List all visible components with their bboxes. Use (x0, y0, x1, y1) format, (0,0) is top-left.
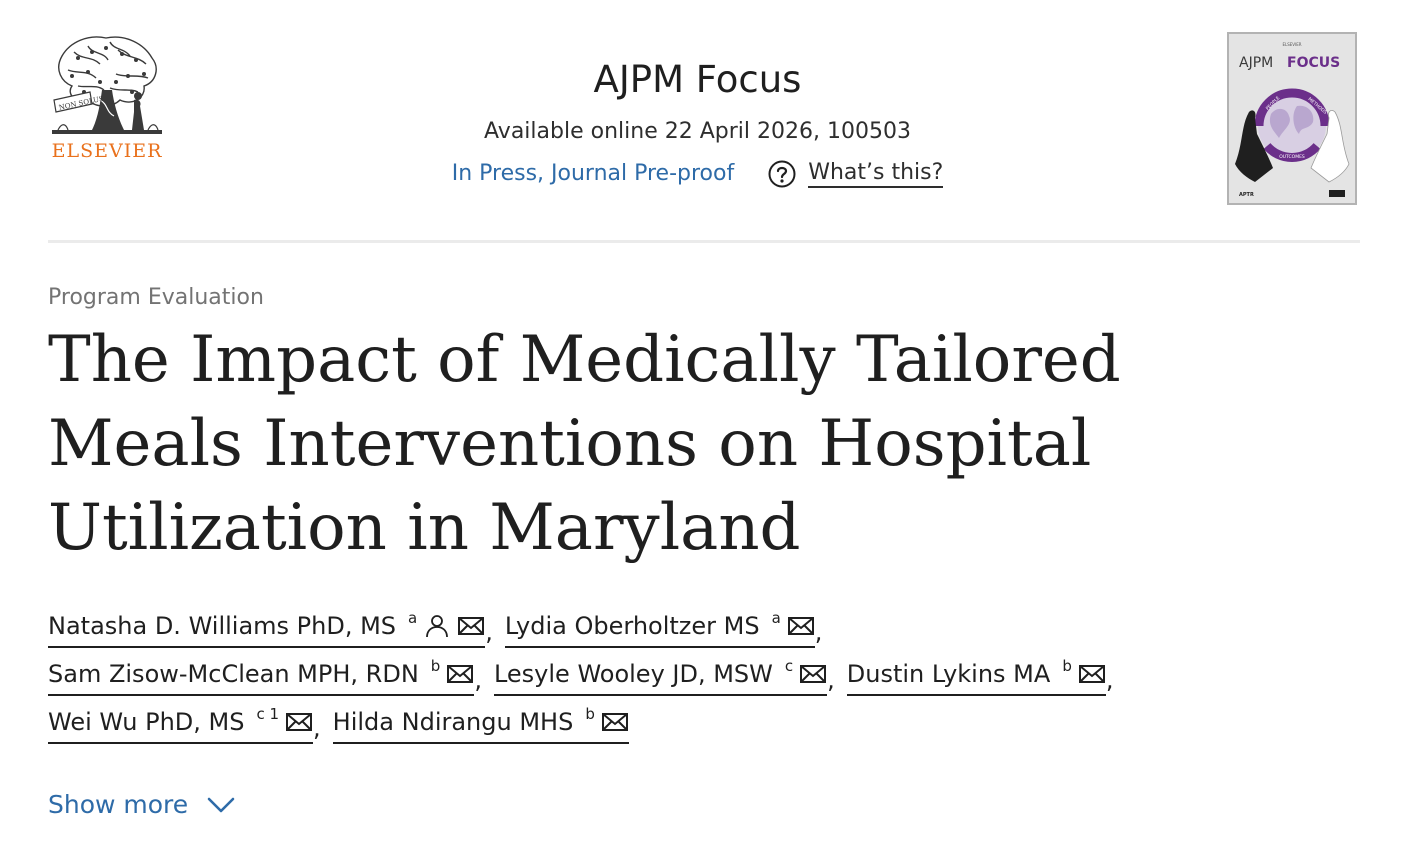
svg-text:AJPM: AJPM (1239, 55, 1273, 71)
journal-cover-art: ELSEVIER AJPM FOCUS PEOPLE METHODS OUTCO… (1229, 34, 1355, 203)
header-divider (48, 240, 1360, 243)
author-separator: , (474, 666, 482, 694)
envelope-icon (447, 665, 474, 683)
envelope-icon (458, 617, 485, 635)
author-link[interactable]: Wei Wu PhD, MS c 1 (48, 702, 314, 744)
author-separator: , (814, 618, 823, 646)
envelope-icon (1078, 665, 1105, 683)
author-affiliation: a (408, 609, 418, 627)
author-name: Lesyle Wooley JD, MSW (493, 660, 773, 688)
author-name: Hilda Ndirangu MHS (332, 708, 574, 736)
whats-this-button[interactable]: What’s this? (768, 160, 944, 188)
pre-proof-link[interactable]: In Press, Journal Pre-proof (451, 161, 735, 186)
status-row: In Press, Journal Pre-proof What’s this? (330, 159, 1065, 189)
author-separator: , (313, 714, 321, 742)
show-more-label: Show more (48, 790, 189, 819)
author-affiliation: c (784, 657, 794, 675)
author-list: Natasha D. Williams PhD, MS a , Lydia Ob… (48, 606, 1348, 750)
author-affiliation: b (585, 705, 595, 723)
author-affiliation: b (1062, 657, 1072, 675)
author-name: Lydia Oberholtzer MS (504, 612, 760, 640)
svg-text:APTR: APTR (1239, 192, 1254, 198)
author-name: Dustin Lykins MA (846, 660, 1051, 688)
author-link[interactable]: Lesyle Wooley JD, MSW c (493, 654, 828, 696)
question-circle-icon (768, 160, 796, 188)
envelope-icon (601, 713, 628, 731)
publisher-name: ELSEVIER (51, 140, 163, 162)
envelope-icon (787, 617, 814, 635)
article-title: The Impact of Medically Tailored Meals I… (48, 323, 1121, 565)
svg-text:FOCUS: FOCUS (1287, 55, 1340, 71)
show-more-button[interactable]: Show more (48, 790, 236, 819)
svg-text:ELSEVIER: ELSEVIER (1282, 42, 1301, 47)
author-link[interactable]: Sam Zisow-McClean MPH, RDN b (48, 654, 475, 696)
author-affiliation: b (430, 657, 441, 675)
author-name: Wei Wu PhD, MS (48, 708, 245, 736)
whats-this-label: What’s this? (808, 160, 944, 188)
author-separator: , (827, 666, 835, 694)
journal-cover-image[interactable]: ELSEVIER AJPM FOCUS PEOPLE METHODS OUTCO… (1227, 32, 1357, 205)
author-name: Natasha D. Williams PhD, MS (48, 612, 397, 640)
author-line: Wei Wu PhD, MS c 1 , Hilda Ndirangu MHS … (48, 702, 1348, 750)
availability-date: Available online 22 April 2026, 100503 (484, 119, 911, 144)
author-name: Sam Zisow-McClean MPH, RDN (48, 660, 419, 688)
author-affiliation: a (771, 609, 781, 627)
envelope-icon (800, 665, 827, 683)
elsevier-logo[interactable]: NON SOLUS (48, 30, 166, 165)
author-affiliation: c 1 (256, 705, 280, 723)
article-type: Program Evaluation (48, 285, 264, 310)
author-link[interactable]: Natasha D. Williams PhD, MS a (48, 606, 486, 648)
journal-header: AJPM Focus Available online 22 April 202… (330, 55, 1065, 189)
author-link[interactable]: Dustin Lykins MA b (846, 654, 1106, 696)
envelope-icon (286, 713, 313, 731)
journal-title[interactable]: AJPM Focus (593, 58, 802, 101)
author-link[interactable]: Lydia Oberholtzer MS a (504, 606, 815, 648)
chevron-down-icon (207, 797, 235, 812)
author-separator: , (1105, 666, 1114, 694)
author-separator: , (485, 618, 493, 646)
svg-text:OUTCOMES: OUTCOMES (1279, 154, 1305, 160)
author-link[interactable]: Hilda Ndirangu MHS b (332, 702, 629, 744)
author-line: Sam Zisow-McClean MPH, RDN b , Lesyle Wo… (48, 654, 1348, 702)
author-line: Natasha D. Williams PhD, MS a , Lydia Ob… (48, 606, 1348, 654)
elsevier-tree-icon: NON SOLUS (52, 36, 162, 134)
person-icon (426, 615, 449, 638)
